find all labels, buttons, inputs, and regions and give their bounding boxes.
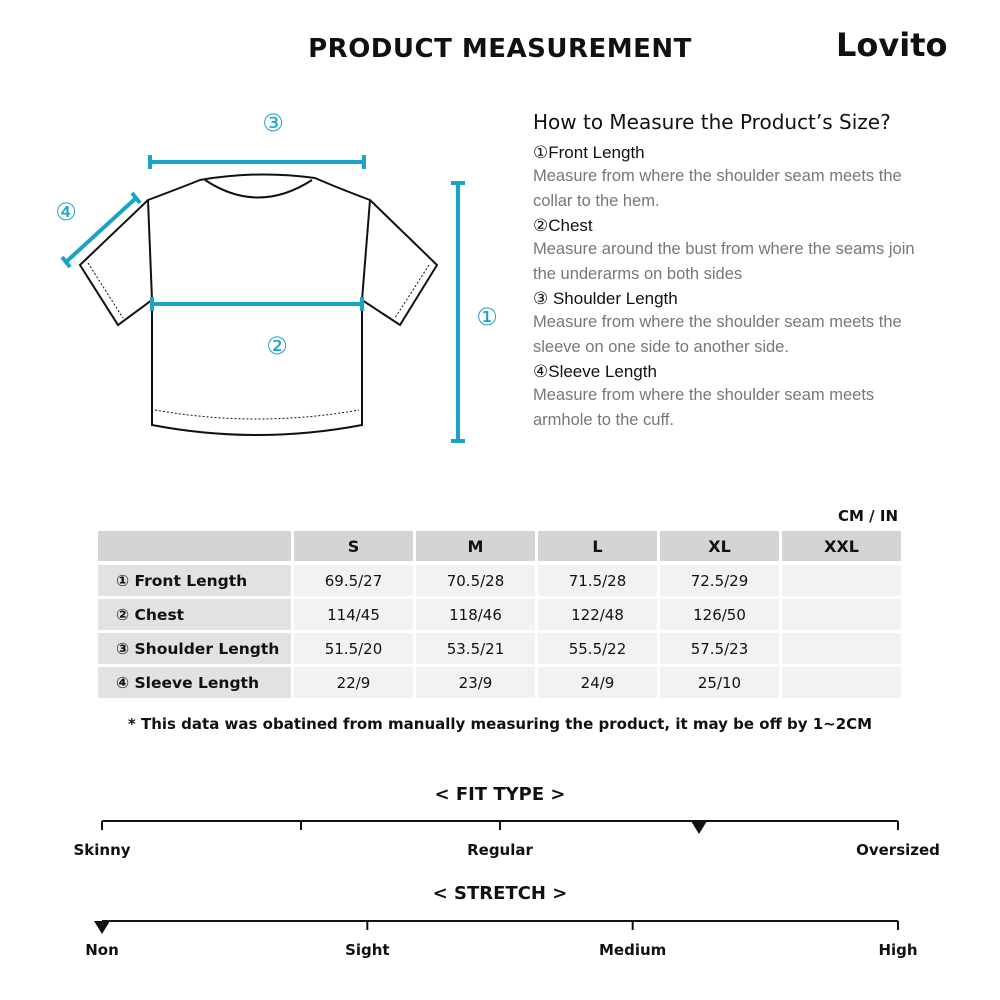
table-cell: 23/9 <box>416 667 535 698</box>
table-cell <box>782 633 901 664</box>
scale-label: High <box>878 941 918 959</box>
page-title: PRODUCT MEASUREMENT <box>308 34 692 64</box>
row-label: ④ Sleeve Length <box>98 667 291 698</box>
guide-item-text: Measure around the bust from where the s… <box>533 240 915 283</box>
marker: ① <box>476 303 498 331</box>
guide: How to Measure the Product’s Size? ①Fron… <box>533 110 933 434</box>
column-header: L <box>538 531 657 561</box>
guide-item-name: ①Front Length <box>533 143 645 162</box>
marker: ② <box>266 332 288 360</box>
brand: Lovito <box>836 26 948 64</box>
table-cell: 55.5/22 <box>538 633 657 664</box>
table-cell: 51.5/20 <box>294 633 413 664</box>
note: * This data was obatined from manually m… <box>127 715 873 733</box>
table-cell: 70.5/28 <box>416 565 535 596</box>
guide-item-text: Measure from where the shoulder seam mee… <box>533 313 902 356</box>
unit: CM / IN <box>838 507 898 525</box>
scale-label: Sight <box>345 941 390 959</box>
marker: ④ <box>55 198 77 226</box>
column-header: XXL <box>782 531 901 561</box>
guide-item-name: ②Chest <box>533 216 593 235</box>
row-label: ② Chest <box>98 599 291 630</box>
table-cell: 57.5/23 <box>660 633 779 664</box>
column-header: M <box>416 531 535 561</box>
table-cell: 25/10 <box>660 667 779 698</box>
marker: ③ <box>262 109 284 137</box>
guide-item-name: ④Sleeve Length <box>533 362 657 381</box>
scale-marker <box>94 921 110 934</box>
column-header: XL <box>660 531 779 561</box>
scale-label: Non <box>85 941 119 959</box>
table-cell: 53.5/21 <box>416 633 535 664</box>
header-cell <box>98 531 291 561</box>
table-cell: 22/9 <box>294 667 413 698</box>
guide-item-name: ③ Shoulder Length <box>533 289 678 308</box>
guide-item-text: Measure from where the shoulder seam mee… <box>533 386 875 429</box>
row-label: ③ Shoulder Length <box>98 633 291 664</box>
table-cell: 69.5/27 <box>294 565 413 596</box>
table-cell <box>782 565 901 596</box>
guide-item-text: Measure from where the shoulder seam mee… <box>533 167 902 210</box>
table-cell: 114/45 <box>294 599 413 630</box>
row-label: ① Front Length <box>98 565 291 596</box>
scale-label: Skinny <box>73 841 131 859</box>
table-cell: 126/50 <box>660 599 779 630</box>
shirt-diagram: ③ ④ ② ① <box>55 109 498 443</box>
scale-label: Oversized <box>856 841 940 859</box>
table-cell: 71.5/28 <box>538 565 657 596</box>
scale-label: Regular <box>467 841 533 859</box>
scale-title: < FIT TYPE > <box>434 784 566 805</box>
guide-title: How to Measure the Product’s Size? <box>533 110 891 134</box>
scale-marker <box>691 821 707 834</box>
table-cell: 24/9 <box>538 667 657 698</box>
table-cell: 72.5/29 <box>660 565 779 596</box>
scale-label: Medium <box>599 941 667 959</box>
table-cell <box>782 599 901 630</box>
table-cell <box>782 667 901 698</box>
table-cell: 122/48 <box>538 599 657 630</box>
column-header: S <box>294 531 413 561</box>
table-cell: 118/46 <box>416 599 535 630</box>
scale-title: < STRETCH > <box>432 883 568 904</box>
